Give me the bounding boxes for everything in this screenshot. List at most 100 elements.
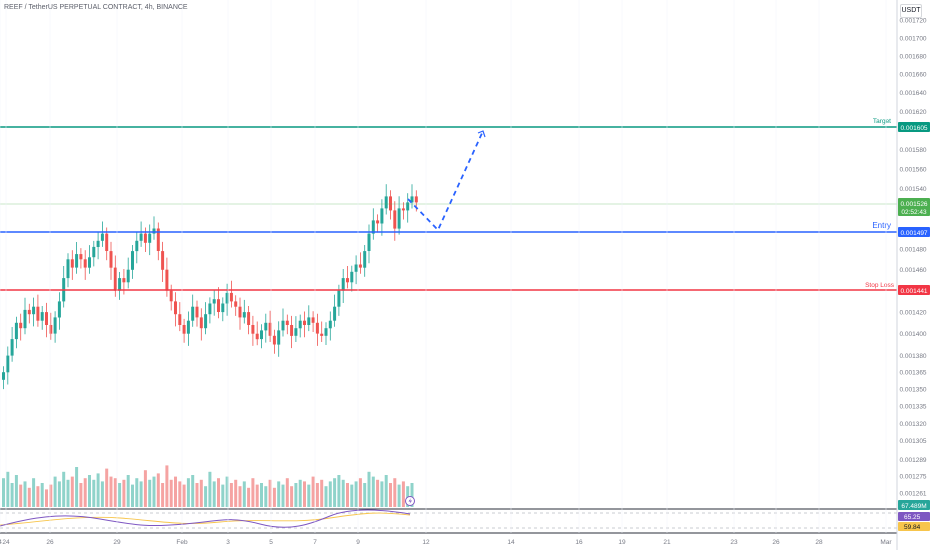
candle-body: [333, 306, 337, 321]
price-tick-label: 0.001640: [899, 90, 926, 97]
svg-text:59.84: 59.84: [904, 524, 921, 531]
candle-body: [49, 325, 53, 334]
volume-bar: [113, 478, 117, 507]
volume-bar: [186, 478, 190, 507]
volume-bar: [333, 478, 337, 507]
price-tick-label: 0.001420: [899, 310, 926, 317]
svg-text:0.001526: 0.001526: [900, 201, 927, 208]
volume-bar: [100, 481, 104, 507]
volume-bar: [234, 479, 238, 507]
volume-bar: [341, 479, 345, 507]
volume-bar: [131, 484, 134, 507]
candle-body: [40, 312, 44, 321]
volume-bar: [255, 484, 259, 507]
rsi-value-badge: 65.25: [898, 512, 930, 521]
candle-body: [303, 320, 306, 325]
projection-path: [407, 130, 484, 232]
price-tick-label: 0.001289: [899, 457, 926, 464]
price-tick-label: 0.001620: [899, 109, 926, 116]
price-tick-label: 0.001480: [899, 247, 926, 254]
candle-body: [174, 301, 177, 315]
candle-body: [165, 269, 169, 291]
candle-body: [371, 220, 375, 234]
time-tick-label: 26: [772, 539, 780, 546]
candle-body: [251, 325, 255, 334]
candle-body: [75, 254, 79, 268]
volume-bar: [376, 479, 380, 507]
candle-body: [380, 208, 384, 224]
price-tick-label: 0.001261: [899, 491, 926, 498]
candle-body: [109, 251, 113, 268]
volume-bar: [152, 476, 156, 507]
candle-body: [53, 317, 57, 334]
volume-bar: [346, 483, 349, 507]
volume-bar: [281, 484, 285, 507]
candle-body: [277, 330, 281, 345]
volume-bar: [238, 486, 242, 507]
candle-body: [10, 339, 14, 356]
candle-body: [36, 306, 40, 321]
candle-body: [96, 240, 100, 247]
candle-body: [328, 320, 332, 329]
volume-bar: [204, 486, 208, 507]
candle-body: [414, 196, 418, 203]
volume-bar: [221, 484, 225, 507]
candle-body: [212, 299, 216, 304]
volume-bar: [19, 484, 23, 507]
price-tick-label: 0.001275: [899, 474, 926, 481]
candle-countdown: 02:52:43: [901, 209, 927, 216]
lightning-icon[interactable]: [405, 496, 415, 506]
candle-body: [242, 312, 246, 318]
time-tick-label: 28: [815, 539, 823, 546]
volume-bar: [174, 476, 177, 507]
candle-body: [139, 233, 143, 241]
volume-bar: [92, 479, 96, 507]
time-tick-label: 12: [422, 539, 430, 546]
volume-badge: 67.489M: [898, 500, 930, 510]
price-axis[interactable]: 0.001720 0.001700 0.001680 0.001660 0.001640…: [899, 18, 926, 498]
volume-bar: [212, 481, 216, 507]
candle-body: [199, 317, 203, 329]
stop-loss-price-badge: 0.001441: [898, 285, 930, 295]
volume-bar: [53, 476, 57, 507]
volume-bar: [397, 484, 401, 507]
volume-bar: [410, 483, 414, 507]
volume-bar: [298, 479, 302, 507]
price-tick-label: 0.001320: [899, 421, 926, 428]
time-tick-label: 7: [313, 539, 317, 546]
price-tick-label: 0.001660: [899, 72, 926, 79]
rsi-ma-value-badge: 59.84: [898, 522, 930, 531]
candle-body: [320, 333, 324, 336]
time-tick-label: 9: [356, 539, 360, 546]
candle-body: [169, 290, 173, 302]
candle-body: [384, 196, 388, 209]
candle-body: [148, 233, 152, 243]
currency-selector[interactable]: USDT: [900, 4, 922, 18]
volume-bar: [380, 481, 384, 507]
entry-price-badge: 0.001497: [898, 227, 930, 237]
candle-body: [358, 264, 362, 268]
volume-bar: [272, 487, 276, 507]
candle-body: [2, 372, 5, 380]
volume-bar: [264, 486, 268, 507]
volume-bar: [311, 476, 315, 507]
time-axis[interactable]: 24 26 29 Feb 3 5 7 9 12 14 16 19 21 23 26 28 Mar 4: [0, 0, 892, 546]
symbol-title[interactable]: REEF / TetherUS PERPETUAL CONTRACT, 4h, …: [4, 4, 188, 11]
candle-body: [376, 220, 380, 224]
volume-bar: [358, 478, 362, 507]
volume-bar: [75, 467, 79, 507]
candle-body: [350, 271, 354, 283]
price-tick-label: 0.001365: [899, 370, 926, 377]
volume-bar: [109, 476, 113, 507]
time-tick-label: Mar: [880, 539, 892, 546]
volume-bar: [294, 483, 298, 507]
target-label: Target: [873, 118, 891, 125]
candle-body: [281, 320, 285, 331]
candle-body: [57, 301, 61, 318]
price-tick-label: 0.001720: [899, 18, 926, 25]
volume-bar: [324, 486, 328, 507]
candle-body: [401, 208, 405, 211]
candle-body: [126, 269, 130, 283]
candle-body: [92, 246, 96, 258]
